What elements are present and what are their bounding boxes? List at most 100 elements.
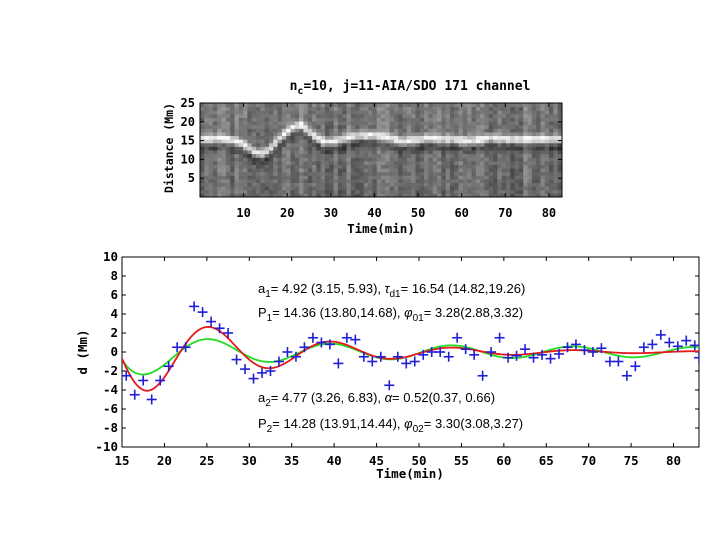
heatmap-cell [368,139,373,144]
heatmap-cell [350,121,356,126]
heatmap-cell [415,160,421,165]
heatmap-cell [497,171,503,176]
heatmap-cell [471,171,477,176]
heatmap-cell [303,189,309,194]
heatmap-cell [286,103,291,108]
heatmap-cell [238,193,244,197]
heatmap-cell [277,135,283,140]
heatmap-cell [471,139,477,144]
data-point [587,347,598,357]
data-point [189,301,200,312]
heatmap-cell [368,121,373,126]
heatmap-cell [389,121,395,126]
data-point [672,341,683,352]
heatmap-cell [411,175,416,180]
heatmap-cell [286,139,291,144]
heatmap-cell [221,160,227,165]
heatmap-cell [281,175,287,180]
heatmap-cell [359,113,365,118]
heatmap-cell [419,135,425,140]
heatmap-cell [471,164,477,169]
heatmap-cell [230,182,235,187]
heatmap-cell [260,113,266,118]
heatmap-cell [462,160,468,165]
heatmap-cell [256,186,261,191]
heatmap-cell [294,160,300,165]
data-point [511,350,522,361]
fit-annotation-line: a1= 4.92 (3.15, 5.93), τd1= 16.54 (14.82… [258,281,525,300]
heatmap-cell [411,182,416,187]
heatmap-cell [488,160,494,165]
heatmap-cell [372,186,378,191]
heatmap-cell [424,113,429,118]
heatmap-x-tick-label: 50 [411,206,425,220]
heatmap-cell [303,131,309,137]
heatmap-cell [355,139,360,144]
heatmap-cell [230,175,235,180]
heatmap-cell [480,153,485,158]
heatmap-cell [286,124,291,129]
heatmap-cell [200,131,205,137]
heatmap-cell [329,160,335,165]
heatmap-cell [264,146,270,151]
heatmap-cell [493,142,498,147]
heatmap-cell [549,110,554,115]
heatmap-cell [411,157,416,162]
heatmap-cell [368,189,373,194]
heatmap-cell [432,128,438,133]
heatmap-cell [406,171,412,176]
heatmap-cell [363,110,369,115]
heatmap-cell [204,153,210,158]
heatmap-cell [307,186,313,191]
heatmap-cell [260,157,266,162]
heatmap-cell [268,124,274,129]
heatmap-cell [454,189,460,194]
heatmap-cell [449,175,455,180]
heatmap-cell [368,186,373,191]
heatmap-cell [212,142,218,147]
heatmap-cell [415,189,421,194]
heatmap-cell [385,160,391,165]
heatmap-cell [320,168,326,173]
heatmap-cell [493,150,498,155]
heatmap-cell [557,117,562,122]
heatmap-cell [243,117,248,122]
heatmap-cell [346,103,352,108]
heatmap-cell [544,193,550,197]
heatmap-cell [316,139,322,144]
heatmap-cell [518,175,524,180]
heatmap-cell [449,110,455,115]
heatmap-cell [256,164,261,169]
heatmap-cell [454,110,460,115]
heatmap-cell [372,175,378,180]
heatmap-cell [393,117,399,122]
heatmap-cell [342,178,348,184]
heatmap-cell [212,117,218,122]
heatmap-cell [286,113,291,118]
heatmap-cell [428,110,434,115]
heatmap-cell [523,142,529,147]
heatmap-cell [316,168,322,173]
data-point [570,339,581,350]
heatmap-cell [445,189,451,194]
heatmap-cell [419,150,425,155]
heatmap-cell [518,131,524,137]
heatmap-cell [307,121,313,126]
heatmap-cell [415,168,421,173]
heatmap-cell [437,124,442,129]
heatmap-cell [402,117,408,122]
data-point [375,351,386,362]
heatmap-cell [540,106,546,111]
heatmap-cell [449,139,455,144]
heatmap-cell [488,168,494,173]
heatmap-cell [247,113,253,118]
heatmap-cell [381,103,386,108]
heatmap-cell [329,106,335,111]
heatmap-cell [312,186,317,191]
heatmap-cell [557,121,562,126]
heatmap-cell [324,128,330,133]
heatmap-cell [329,146,335,151]
heatmap-cell [337,153,343,158]
heatmap-cell [518,153,524,158]
